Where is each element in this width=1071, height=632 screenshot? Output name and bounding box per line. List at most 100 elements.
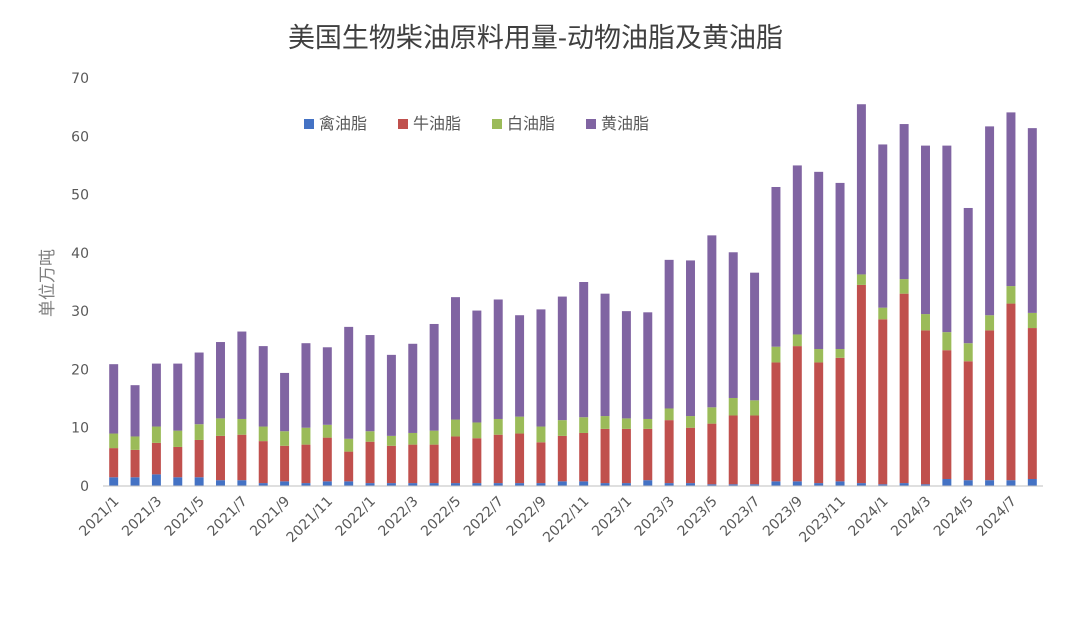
bar-segment bbox=[408, 483, 418, 486]
bar-segment bbox=[728, 252, 738, 398]
bar-segment bbox=[451, 419, 460, 437]
bar-segment bbox=[728, 415, 738, 485]
bar-segment bbox=[408, 444, 418, 484]
bar-segment bbox=[878, 319, 888, 485]
bar-segment bbox=[258, 426, 268, 442]
bar-segment bbox=[536, 426, 546, 443]
bar-segment bbox=[344, 438, 354, 452]
bar-segment bbox=[515, 433, 525, 484]
bar-segment bbox=[301, 444, 311, 484]
x-tick-label: 2023/3 bbox=[632, 494, 678, 540]
bar-segment bbox=[942, 479, 952, 486]
bar-segment bbox=[109, 433, 119, 449]
x-tick-label: 2022/3 bbox=[375, 494, 421, 540]
bar-segment bbox=[557, 296, 567, 421]
bar-segment bbox=[451, 436, 460, 484]
bar-segment bbox=[429, 483, 439, 486]
bar-segment bbox=[942, 350, 952, 479]
bar-segment bbox=[515, 416, 525, 434]
bar-segment bbox=[408, 432, 418, 445]
bar-segment bbox=[750, 272, 760, 401]
y-tick-label: 40 bbox=[71, 246, 89, 262]
bar-segment bbox=[707, 407, 717, 424]
y-tick-label: 10 bbox=[71, 421, 89, 437]
bar-segment bbox=[365, 335, 375, 432]
legend-swatch bbox=[304, 119, 314, 129]
bar-segment bbox=[792, 165, 802, 335]
bar-segment bbox=[151, 426, 161, 443]
bar-segment bbox=[493, 299, 503, 419]
x-tick-label: 2022/1 bbox=[333, 494, 379, 540]
legend-swatch bbox=[492, 119, 502, 129]
x-tick-label: 2021/11 bbox=[284, 494, 336, 546]
bar-segment bbox=[515, 483, 525, 486]
bar-segment bbox=[985, 330, 995, 481]
bar-segment bbox=[472, 422, 482, 439]
bar-segment bbox=[600, 483, 610, 486]
bar-segment bbox=[921, 330, 930, 485]
bar-segment bbox=[536, 483, 546, 486]
bar-segment bbox=[151, 363, 161, 427]
x-tick-label: 2022/5 bbox=[418, 494, 464, 540]
x-tick-label: 2022/11 bbox=[540, 494, 592, 546]
bar-segment bbox=[258, 346, 268, 427]
bar-segment bbox=[621, 311, 631, 419]
bar-segment bbox=[856, 483, 866, 486]
bar-segment bbox=[643, 480, 653, 486]
bar-segment bbox=[386, 445, 396, 484]
bar-segment bbox=[878, 307, 888, 320]
bar-segment bbox=[771, 346, 781, 363]
bar-segment bbox=[621, 418, 631, 429]
y-tick-label: 70 bbox=[71, 71, 89, 87]
bar-segment bbox=[963, 343, 973, 362]
bar-segment bbox=[194, 352, 204, 425]
bar-segment bbox=[344, 326, 354, 439]
bar-segment bbox=[301, 427, 311, 445]
legend: 禽油脂 牛油脂 白油脂 黄油脂 bbox=[304, 114, 649, 133]
bar-segment bbox=[899, 279, 909, 294]
x-tick-label: 2021/7 bbox=[205, 494, 251, 540]
x-tick-label: 2021/3 bbox=[119, 494, 165, 540]
bar-segment bbox=[985, 315, 995, 331]
bar-segment bbox=[985, 480, 995, 486]
x-tick-label: 2022/7 bbox=[461, 494, 507, 540]
chart-title: 美国生物柴油原料用量-动物油脂及黄油脂 bbox=[287, 23, 784, 54]
bar-segment bbox=[344, 451, 354, 482]
bar-segment bbox=[109, 448, 119, 478]
bar-segment bbox=[344, 481, 354, 486]
bar-segment bbox=[985, 126, 995, 316]
bar-segment bbox=[942, 145, 952, 333]
bar-segment bbox=[365, 441, 375, 484]
bar-segment bbox=[493, 483, 503, 486]
bar-segment bbox=[365, 431, 375, 442]
bar-segment bbox=[792, 346, 802, 482]
bar-segment bbox=[557, 481, 567, 486]
bar-segment bbox=[707, 484, 717, 486]
bar-segment bbox=[921, 314, 930, 331]
y-axis-ticks: 0 10 20 30 40 50 60 70 bbox=[71, 71, 89, 495]
bar-segment bbox=[130, 385, 140, 437]
legend-swatch bbox=[398, 119, 408, 129]
bar-segment bbox=[664, 259, 674, 409]
bar-segment bbox=[280, 445, 290, 482]
bar-segment bbox=[536, 442, 546, 484]
bar-segment bbox=[835, 182, 845, 350]
bar-segment bbox=[728, 397, 738, 416]
bar-segment bbox=[856, 104, 866, 275]
bar-segment bbox=[686, 427, 695, 484]
bar-segment bbox=[216, 418, 225, 436]
bar-segment bbox=[835, 481, 845, 486]
bar-segment bbox=[322, 481, 332, 486]
bar-segment bbox=[579, 432, 589, 482]
bar-segment bbox=[258, 441, 268, 484]
bar-series bbox=[109, 104, 1037, 486]
bar-segment bbox=[792, 334, 802, 347]
bar-segment bbox=[921, 145, 930, 315]
bar-segment bbox=[301, 343, 311, 428]
bar-segment bbox=[173, 477, 183, 486]
bar-segment bbox=[429, 444, 439, 484]
bar-segment bbox=[408, 343, 418, 433]
x-tick-label: 2023/5 bbox=[675, 494, 721, 540]
bar-segment bbox=[472, 310, 482, 423]
